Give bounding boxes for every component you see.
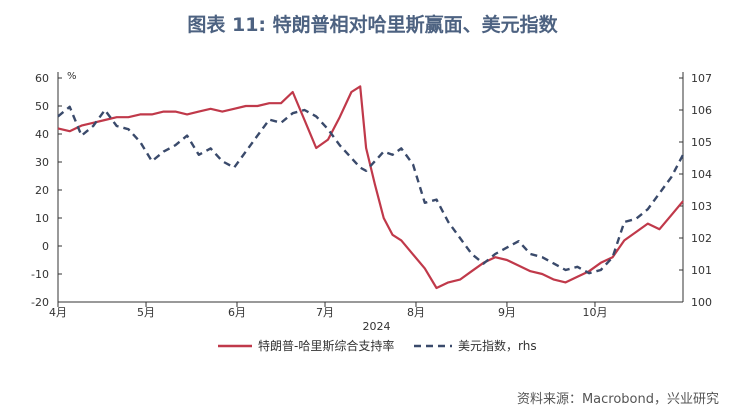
left-tick-label: 40 xyxy=(35,128,49,141)
legend-label-series1: 特朗普-哈里斯综合支持率 xyxy=(258,338,394,353)
x-tick-label: 6月 xyxy=(228,306,246,319)
x-tick-label: 10月 xyxy=(582,306,607,319)
left-tick-label: -20 xyxy=(31,296,49,309)
series-lines xyxy=(57,85,685,290)
left-tick-label: 60 xyxy=(35,72,49,85)
left-tick-label: 50 xyxy=(35,100,49,113)
chart-title: 图表 11: 特朗普相对哈里斯赢面、美元指数 xyxy=(187,14,558,36)
right-tick-label: 104 xyxy=(691,168,712,181)
right-tick-label: 100 xyxy=(691,296,712,309)
x-tick-label: 4月 xyxy=(49,306,67,319)
x-tick-label: 7月 xyxy=(316,306,334,319)
x-tick-label: 8月 xyxy=(407,306,425,319)
legend-label-series2: 美元指数，rhs xyxy=(458,338,537,353)
right-tick-label: 106 xyxy=(691,104,712,117)
left-tick-label: -10 xyxy=(31,268,49,281)
right-tick-label: 103 xyxy=(691,200,712,213)
series-line-2 xyxy=(57,105,685,275)
left-tick-label: 20 xyxy=(35,184,49,197)
right-tick-label: 102 xyxy=(691,232,712,245)
axes: -20 -10 0 10 20 30 40 50 60 % 100 101 102 103 104 105 10… xyxy=(31,71,712,333)
source-note: 资料来源：Macrobond，兴业研究 xyxy=(516,392,719,407)
right-tick-label: 107 xyxy=(691,72,712,85)
x-axis-label: 2024 xyxy=(363,320,391,333)
x-tick-label: 5月 xyxy=(137,306,155,319)
legend: 特朗普-哈里斯综合支持率 美元指数，rhs xyxy=(218,338,537,353)
series-line-1 xyxy=(57,85,684,290)
left-tick-label: 30 xyxy=(35,156,49,169)
right-tick-label: 105 xyxy=(691,136,712,149)
right-tick-label: 101 xyxy=(691,264,712,277)
left-tick-label: 10 xyxy=(35,212,49,225)
left-tick-label: 0 xyxy=(42,240,49,253)
x-tick-label: 9月 xyxy=(498,306,516,319)
left-axis-unit: % xyxy=(67,71,77,82)
